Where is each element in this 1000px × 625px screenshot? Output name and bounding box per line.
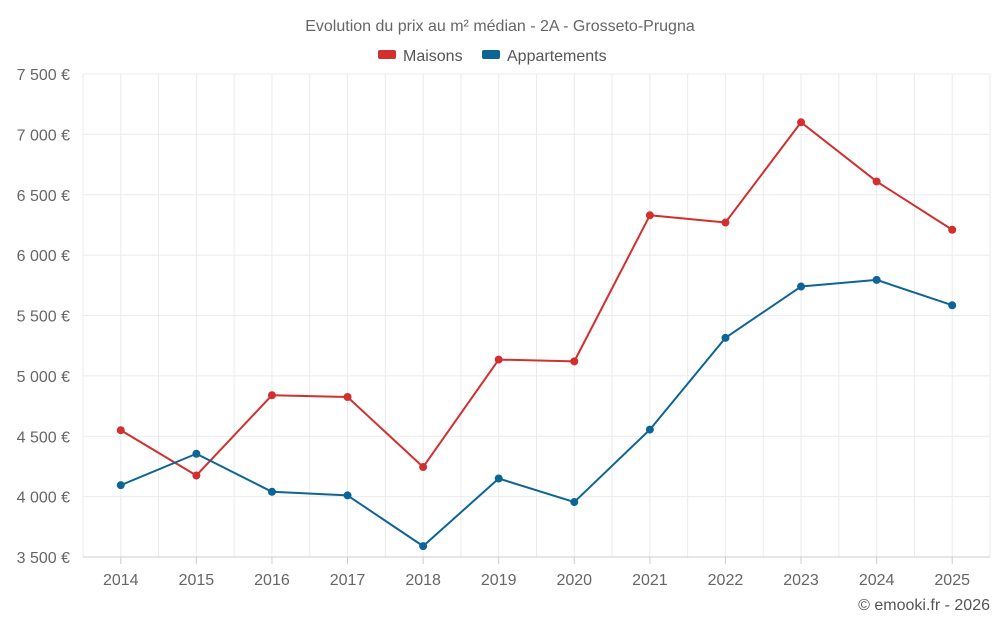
legend-label-maisons: Maisons <box>403 48 463 65</box>
data-point-maisons[interactable] <box>267 391 276 400</box>
data-point-appartements[interactable] <box>267 487 276 496</box>
data-point-maisons[interactable] <box>494 355 503 364</box>
data-point-appartements[interactable] <box>343 491 352 500</box>
data-point-maisons[interactable] <box>343 393 352 402</box>
x-tick-label: 2015 <box>179 572 215 589</box>
data-point-maisons[interactable] <box>948 225 957 234</box>
x-tick-label: 2018 <box>405 572 441 589</box>
x-tick-label: 2017 <box>330 572 366 589</box>
data-point-maisons[interactable] <box>419 463 428 472</box>
data-point-appartements[interactable] <box>570 498 579 507</box>
series-line-maisons <box>120 121 953 477</box>
chart-title: Evolution du prix au m² médian - 2A - Gr… <box>305 18 695 35</box>
data-point-maisons[interactable] <box>116 426 125 435</box>
legend-swatch-maisons <box>378 50 396 59</box>
data-point-maisons[interactable] <box>192 471 201 480</box>
data-point-appartements[interactable] <box>797 282 806 291</box>
data-point-appartements[interactable] <box>494 474 503 483</box>
credit-text: © emooki.fr - 2026 <box>858 597 990 614</box>
y-tick-label: 3 500 € <box>17 550 70 567</box>
data-point-appartements[interactable] <box>948 301 957 310</box>
x-tick-label: 2022 <box>708 572 744 589</box>
data-point-appartements[interactable] <box>721 333 730 342</box>
x-tick-label: 2025 <box>934 572 970 589</box>
legend: Maisons Appartements <box>378 48 607 65</box>
data-point-maisons[interactable] <box>872 177 881 186</box>
data-point-appartements[interactable] <box>116 481 125 490</box>
data-point-appartements[interactable] <box>872 275 881 284</box>
x-tick-label: 2019 <box>481 572 517 589</box>
series <box>116 118 957 551</box>
x-tick-label: 2024 <box>859 572 895 589</box>
data-point-appartements[interactable] <box>192 449 201 458</box>
legend-item-maisons[interactable]: Maisons <box>378 48 463 65</box>
data-point-appartements[interactable] <box>419 542 428 551</box>
legend-swatch-appartements <box>482 50 500 59</box>
y-tick-label: 7 500 € <box>17 67 70 84</box>
data-point-maisons[interactable] <box>797 118 806 127</box>
x-tick-label: 2023 <box>783 572 819 589</box>
x-tick-label: 2021 <box>632 572 668 589</box>
legend-item-appartements[interactable]: Appartements <box>482 48 607 65</box>
data-point-maisons[interactable] <box>645 211 654 220</box>
data-point-maisons[interactable] <box>570 357 579 366</box>
data-point-maisons[interactable] <box>721 218 730 227</box>
legend-label-appartements: Appartements <box>507 48 607 65</box>
data-point-appartements[interactable] <box>645 425 654 434</box>
y-tick-label: 5 000 € <box>17 369 70 386</box>
axes: 3 500 € 4 000 € 4 500 € 5 000 € 5 500 € 6 000… <box>17 67 990 589</box>
x-tick-label: 2014 <box>103 572 139 589</box>
y-tick-label: 6 500 € <box>17 188 70 205</box>
y-tick-label: 7 000 € <box>17 127 70 144</box>
y-tick-label: 6 000 € <box>17 248 70 265</box>
series-line-appartements <box>120 278 953 548</box>
y-tick-label: 4 000 € <box>17 490 70 507</box>
y-tick-label: 4 500 € <box>17 429 70 446</box>
y-tick-label: 5 500 € <box>17 309 70 326</box>
grid <box>82 73 991 558</box>
x-tick-label: 2020 <box>556 572 592 589</box>
x-tick-label: 2016 <box>254 572 290 589</box>
